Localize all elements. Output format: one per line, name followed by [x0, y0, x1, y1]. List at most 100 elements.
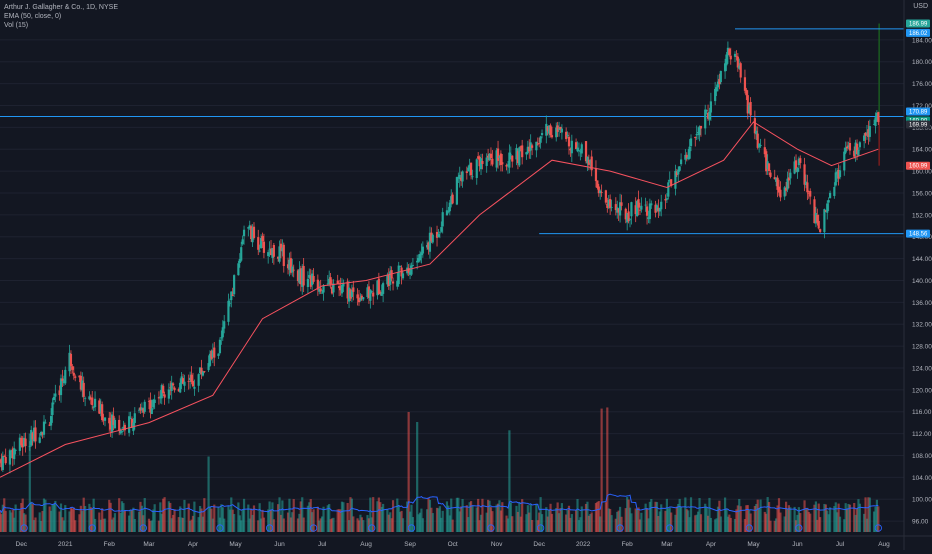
volume-bar: [461, 498, 464, 532]
candle-body: [200, 367, 203, 375]
volume-bar: [223, 518, 226, 532]
candle-body: [400, 267, 403, 277]
candle-body: [40, 431, 43, 436]
volume-indicator-label[interactable]: Vol (15): [4, 22, 29, 29]
volume-bar: [743, 519, 747, 532]
candle-body: [667, 182, 670, 197]
volume-bar: [759, 499, 762, 532]
chart-legend: Arthur J. Gallagher & Co., 1D, NYSE EMA …: [4, 3, 118, 30]
volume-bar: [421, 518, 424, 532]
volume-bar: [108, 499, 111, 532]
volume-bar: [118, 498, 121, 532]
volume-bar: [709, 517, 712, 532]
volume-bar: [644, 503, 647, 532]
volume-bar: [614, 518, 617, 532]
volume-bar: [288, 498, 291, 532]
candle-body: [172, 383, 175, 386]
candle-body: [803, 164, 806, 185]
volume-bar: [31, 504, 34, 532]
candle-body: [262, 241, 266, 253]
volume-bar: [479, 514, 483, 532]
volume-bar: [858, 503, 861, 532]
volume-bar: [560, 503, 564, 532]
volume-bar: [41, 510, 44, 532]
volume-bar: [71, 508, 74, 532]
candle-body: [687, 157, 690, 160]
candle-body: [560, 128, 564, 133]
volume-bar: [109, 502, 112, 532]
candle-body: [694, 136, 697, 139]
candle-body: [147, 400, 151, 402]
volume-bar: [88, 503, 91, 532]
volume-bar: [416, 421, 419, 532]
dividend-marker-icon: [368, 524, 376, 532]
candle-body: [719, 70, 722, 83]
volume-bar: [618, 506, 622, 532]
volume-bar: [645, 508, 649, 532]
candle-body: [74, 376, 77, 378]
candle-body: [211, 350, 214, 358]
volume-bar: [203, 498, 206, 532]
dividend-marker-icon: [20, 524, 28, 532]
candle-body: [41, 432, 44, 435]
volume-bar: [806, 507, 809, 532]
candle-body: [430, 232, 433, 242]
volume-bar: [756, 499, 759, 532]
candle-body: [91, 397, 94, 406]
volume-bar: [133, 518, 136, 532]
ema-indicator-label[interactable]: EMA (50, close, 0): [4, 13, 62, 20]
volume-bar: [147, 518, 151, 532]
y-tick-label: 184.00: [912, 37, 932, 44]
candle-body: [220, 337, 223, 339]
volume-bar: [357, 520, 361, 532]
candle-body: [654, 204, 657, 213]
volume-bar: [485, 512, 488, 532]
volume-bar: [390, 518, 393, 532]
volume-bar: [584, 503, 588, 532]
volume-bar: [718, 500, 721, 532]
candle-body: [160, 385, 163, 399]
volume-bar: [170, 518, 173, 532]
y-tick-label: 144.00: [912, 256, 932, 263]
candle-body: [600, 192, 603, 193]
volume-bar: [624, 508, 627, 532]
volume-bar: [269, 509, 273, 532]
volume-bar: [78, 514, 81, 532]
candle-body: [506, 164, 510, 166]
time-axis: [0, 536, 932, 550]
volume-bar: [40, 520, 43, 532]
candle-body: [99, 404, 102, 412]
volume-ma-line: [0, 493, 879, 514]
candle-body: [620, 202, 623, 206]
volume-bar: [617, 510, 620, 532]
volume-bar: [23, 513, 26, 532]
x-tick-label: Mar: [143, 541, 155, 548]
candle-body: [288, 259, 291, 270]
candle-body: [675, 172, 678, 176]
candle-body: [377, 278, 380, 294]
candle-body: [92, 406, 95, 408]
candle-body: [170, 382, 173, 391]
volume-bar: [48, 506, 51, 532]
candle-body: [509, 154, 512, 156]
volume-bar: [865, 518, 869, 532]
volume-bar: [655, 502, 659, 532]
volume-bar: [89, 507, 92, 532]
volume-bar: [259, 518, 263, 532]
candle-body: [610, 207, 613, 208]
candle-body: [706, 112, 710, 119]
candle-body: [10, 451, 13, 453]
volume-bar: [103, 518, 107, 532]
candle-body: [291, 266, 294, 273]
candle-body: [34, 427, 37, 442]
candle-body: [379, 291, 382, 295]
volume-bar: [803, 500, 806, 532]
volume-bar: [786, 508, 789, 532]
volume-bar: [82, 497, 85, 532]
volume-bar: [299, 501, 302, 532]
volume-bar: [779, 512, 782, 532]
candle-body: [645, 206, 649, 216]
candle-body: [301, 268, 304, 287]
